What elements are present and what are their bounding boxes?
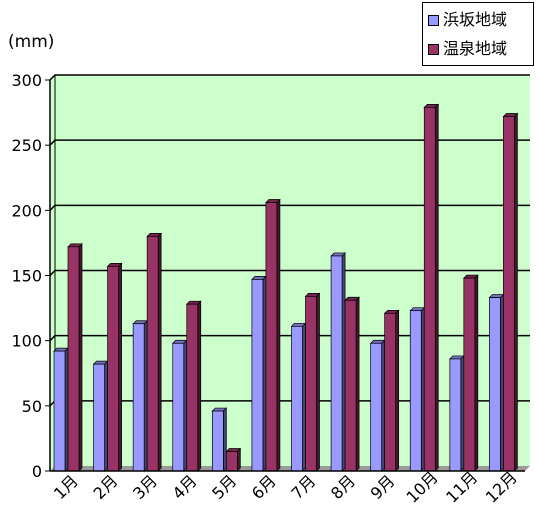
bar-hamasaka [251, 275, 267, 472]
x-tick-label: 10月 [403, 468, 442, 507]
bar-hamasaka [53, 347, 69, 472]
bar-hamasaka [369, 339, 386, 472]
bar-onsen [265, 198, 281, 472]
x-tick-label: 3月 [129, 471, 161, 503]
bar-onsen [185, 300, 202, 472]
legend-item-onsen: 温泉地域 [428, 39, 507, 59]
x-tick-label: 11月 [442, 468, 481, 507]
legend-label-onsen: 温泉地域 [443, 39, 508, 58]
x-tick-label: 6月 [248, 471, 280, 503]
bar-hamasaka [409, 306, 426, 472]
bar-hamasaka [330, 252, 346, 472]
bar-onsen [225, 447, 242, 472]
legend-swatch-onsen [428, 43, 439, 55]
x-tick-label: 8月 [327, 471, 359, 503]
x-tick-label: 5月 [208, 471, 240, 503]
bar-onsen [146, 232, 163, 472]
x-tick-label: 9月 [367, 471, 399, 503]
legend-label-hamasaka: 浜坂地域 [443, 10, 508, 29]
bar-hamasaka [448, 355, 465, 472]
bar-hamasaka [211, 407, 228, 472]
x-tick-label: 12月 [482, 468, 521, 507]
y-tick-label: 150 [11, 267, 42, 286]
bar-onsen [67, 242, 83, 472]
bar-onsen [423, 103, 440, 472]
y-tick-label: 300 [11, 71, 42, 90]
y-tick-label: 250 [11, 136, 42, 155]
y-tick-label: 0 [32, 462, 42, 481]
bar-hamasaka [290, 322, 307, 472]
bar-onsen [344, 296, 360, 472]
bar-onsen [304, 292, 321, 472]
y-tick-label: 100 [11, 332, 42, 351]
bar-hamasaka [92, 360, 109, 472]
x-tick-label: 1月 [50, 471, 82, 503]
x-tick-label: 2月 [90, 471, 122, 503]
y-tick-label: 50 [22, 397, 42, 416]
bar-hamasaka [171, 339, 188, 472]
y-tick-label: 200 [11, 201, 42, 220]
bar-hamasaka [488, 293, 505, 472]
plot-area [50, 80, 525, 471]
x-tick-label: 4月 [169, 471, 201, 503]
bar-onsen [462, 274, 479, 472]
bar-hamasaka [132, 319, 149, 472]
legend-swatch-hamasaka [428, 14, 439, 26]
y-axis-unit-label: (mm) [8, 32, 55, 52]
bar-onsen [383, 309, 400, 472]
legend-item-hamasaka: 浜坂地域 [428, 10, 507, 30]
legend: 浜坂地域 温泉地域 [422, 2, 534, 66]
x-tick-label: 7月 [287, 471, 319, 503]
bar-onsen [502, 112, 519, 472]
bar-onsen [106, 262, 123, 472]
